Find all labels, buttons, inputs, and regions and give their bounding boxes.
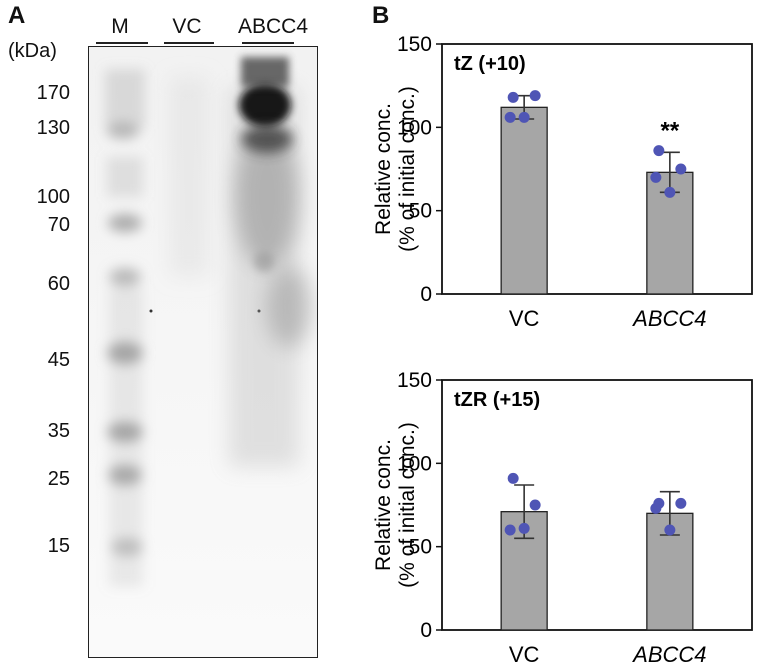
marker-lane-bands <box>105 69 145 587</box>
data-point <box>650 502 662 514</box>
western-blot-graphic <box>89 47 317 657</box>
bar-chart-tz: Relative conc. (% of initial conc.) 0 50 100… <box>372 36 753 331</box>
y-tick-label: 50 <box>409 200 432 223</box>
mw-marker-45: 45 <box>47 349 70 371</box>
blot-speck <box>257 309 261 313</box>
data-point <box>675 163 687 175</box>
data-point <box>653 145 665 157</box>
x-tick-label-abcc4: ABCC4 <box>631 306 706 331</box>
data-point <box>650 171 662 183</box>
lane-label-m: M <box>111 15 129 38</box>
abcc4-lane-bands <box>229 57 311 467</box>
y-tick-label: 100 <box>397 116 432 139</box>
x-tick-label-vc: VC <box>509 642 540 667</box>
kda-unit-label: (kDa) <box>8 40 57 62</box>
lane-label-vc: VC <box>172 15 202 38</box>
x-tick-label-vc: VC <box>509 306 540 331</box>
data-point <box>518 522 530 534</box>
lane-underline-abcc4 <box>242 42 294 44</box>
y-axis-label-line-2: (% of initial conc.) <box>396 86 419 252</box>
mw-marker-100: 100 <box>36 186 70 208</box>
data-point <box>507 91 519 103</box>
y-tick-label: 0 <box>420 283 432 306</box>
bar-chart-tzr: Relative conc. (% of initial conc.) 0 50 100… <box>372 372 753 667</box>
mw-marker-25: 25 <box>47 468 70 490</box>
chart-title: tZR (+15) <box>454 389 540 411</box>
mw-marker-170: 170 <box>36 82 70 104</box>
lane-label-abcc4: ABCC4 <box>238 15 309 38</box>
bar-abcc4 <box>646 512 694 631</box>
y-axis-label-line-1: Relative conc. <box>372 103 395 235</box>
data-point <box>664 186 676 198</box>
panel-a-letter: A <box>8 2 26 29</box>
mw-marker-35: 35 <box>47 420 70 442</box>
vc-lane-smear <box>169 77 209 277</box>
bar-vc <box>500 106 548 295</box>
data-point <box>507 472 519 484</box>
y-axis-label-line-1: Relative conc. <box>372 439 395 571</box>
mw-marker-15: 15 <box>47 535 70 557</box>
y-tick-label: 150 <box>397 36 432 56</box>
y-axis-label-line-2: (% of initial conc.) <box>396 422 419 588</box>
panel-b-letter: B <box>372 2 390 29</box>
blot-speck <box>149 309 153 313</box>
plot-frame <box>441 379 753 631</box>
y-tick-label: 100 <box>397 452 432 475</box>
western-blot-image <box>88 46 318 658</box>
mw-marker-70: 70 <box>47 214 70 236</box>
data-point <box>529 499 541 511</box>
data-point <box>664 524 676 536</box>
y-tick-label: 50 <box>409 536 432 559</box>
x-tick-label-abcc4: ABCC4 <box>631 642 706 667</box>
data-point <box>518 111 530 123</box>
y-tick-label: 0 <box>420 619 432 642</box>
mw-marker-60: 60 <box>47 273 70 295</box>
data-point <box>675 497 687 509</box>
plot-frame <box>441 43 753 295</box>
mw-marker-130: 130 <box>36 117 70 139</box>
lane-underline-vc <box>164 42 214 44</box>
significance-marker: ** <box>661 117 680 144</box>
data-point <box>529 90 541 102</box>
lane-underline-m <box>96 42 148 44</box>
data-point <box>504 524 516 536</box>
chart-title: tZ (+10) <box>454 53 526 75</box>
data-point <box>504 111 516 123</box>
y-tick-label: 150 <box>397 372 432 392</box>
